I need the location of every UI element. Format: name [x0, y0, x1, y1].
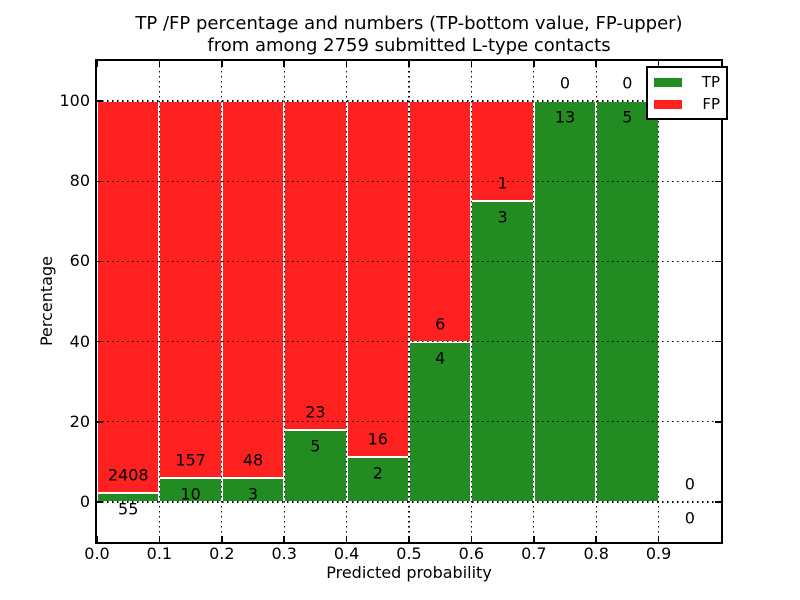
x-tick-label: 0.3 [271, 544, 297, 563]
y-tick-mark [715, 340, 721, 343]
y-tick-label: 0 [79, 491, 90, 511]
y-tick-label: 80 [69, 171, 90, 191]
bar-fp-count-label: 1 [497, 173, 508, 193]
bar-fp-count-label: 6 [435, 314, 446, 334]
x-tick-label: 0.5 [396, 544, 422, 563]
x-tick-mark [595, 536, 597, 542]
gridline-vertical [346, 61, 348, 542]
x-tick-mark [595, 61, 597, 67]
bar-tp-segment [596, 101, 659, 502]
x-tick-mark [657, 61, 660, 67]
y-tick-mark [715, 260, 721, 263]
bar-fp-count-label: 23 [305, 402, 326, 422]
x-tick-mark [408, 61, 410, 67]
x-tick-label: 0.8 [583, 544, 609, 563]
y-tick-mark [97, 100, 103, 102]
bar-fp-segment [346, 101, 409, 458]
y-tick-mark [715, 501, 721, 503]
bar-fp-count-label: 48 [242, 450, 264, 470]
x-tick-label: 0.1 [146, 544, 173, 563]
x-tick-mark [345, 536, 348, 542]
x-tick-mark [533, 536, 535, 542]
x-tick-label: 0.7 [521, 544, 547, 563]
gridline-vertical [658, 61, 660, 542]
y-tick-mark [715, 421, 721, 423]
chart-title-line1: TP /FP percentage and numbers (TP-bottom… [135, 13, 683, 34]
y-tick-mark [97, 340, 103, 343]
bar-fp-count-label: 16 [367, 429, 388, 449]
bar-tp-segment [533, 101, 597, 502]
y-tick-mark [97, 180, 103, 182]
x-tick-mark [345, 61, 348, 67]
x-tick-label: 0.9 [645, 544, 672, 563]
x-tick-label: 0.6 [458, 544, 485, 563]
bar-tp-count-label: 0 [684, 508, 695, 528]
x-tick-mark [657, 536, 660, 542]
y-tick-label: 100 [59, 91, 90, 111]
x-tick-mark [470, 61, 473, 67]
y-tick-label: 60 [69, 251, 90, 271]
bar-fp-segment [97, 101, 160, 493]
chart-title: TP /FP percentage and numbers (TP-bottom… [97, 13, 721, 56]
y-tick-mark [97, 421, 103, 423]
gridline-vertical [158, 61, 160, 542]
y-tick-mark [715, 180, 721, 182]
gridline-vertical [221, 61, 223, 542]
bar-tp-count-label: 3 [497, 207, 508, 227]
bar-tp-count-label: 10 [180, 484, 201, 504]
bar-fp-count-label: 0 [559, 73, 571, 93]
bar-tp-count-label: 3 [247, 484, 259, 504]
legend-label-fp: FP [702, 94, 720, 113]
legend-row: FP [654, 94, 720, 113]
legend-row: TP [654, 72, 720, 91]
x-tick-mark [96, 61, 98, 67]
bar-tp-count-label: 5 [622, 107, 633, 127]
gridline-vertical [533, 61, 535, 542]
y-tick-label: 20 [69, 411, 90, 431]
x-tick-label: 0.4 [333, 544, 360, 563]
legend-swatch-fp [654, 99, 682, 109]
bar-fp-count-label: 0 [684, 474, 695, 494]
gridline-vertical [283, 61, 285, 542]
x-tick-mark [283, 61, 285, 67]
y-tick-mark [97, 260, 103, 263]
bar-tp-count-label: 55 [118, 499, 139, 519]
x-axis-label: Predicted probability [326, 563, 492, 582]
x-tick-mark [158, 536, 161, 542]
chart-title-line2: from among 2759 submitted L-type contact… [207, 34, 611, 56]
plot-area: 2408 55 157 10 48 3 23 5 16 2 6 4 1 3 0 13 0 5 0 0 [96, 61, 721, 542]
y-tick-label: 40 [69, 331, 90, 351]
x-tick-mark [470, 536, 473, 542]
legend: TP FP [646, 66, 728, 120]
x-tick-mark [283, 536, 285, 542]
bar-fp-segment [284, 101, 347, 431]
gridline-vertical [408, 61, 410, 542]
bar-tp-segment [471, 201, 534, 502]
bar-tp-count-label: 5 [310, 436, 321, 456]
bar-tp-count-label: 13 [554, 107, 576, 127]
x-tick-label: 0.0 [84, 544, 110, 563]
x-tick-mark [533, 61, 535, 67]
y-tick-mark [97, 501, 103, 503]
x-tick-label: 0.2 [209, 544, 235, 563]
x-tick-mark [408, 536, 410, 542]
bar-tp-count-label: 2 [372, 463, 383, 483]
bar-tp-count-label: 4 [435, 348, 446, 368]
bar-fp-count-label: 157 [175, 450, 206, 470]
x-tick-mark [221, 61, 223, 67]
gridline-vertical [470, 61, 472, 542]
bar-fp-count-label: 0 [622, 73, 633, 93]
x-tick-mark [221, 536, 223, 542]
gridline-vertical [595, 61, 597, 542]
y-axis-label: Percentage [37, 256, 56, 347]
x-tick-mark [96, 536, 98, 542]
x-tick-mark [158, 61, 161, 67]
bar-fp-segment [409, 101, 472, 342]
legend-label-tp: TP [701, 72, 720, 91]
legend-swatch-tp [654, 77, 682, 87]
bar-fp-count-label: 2408 [107, 465, 149, 485]
